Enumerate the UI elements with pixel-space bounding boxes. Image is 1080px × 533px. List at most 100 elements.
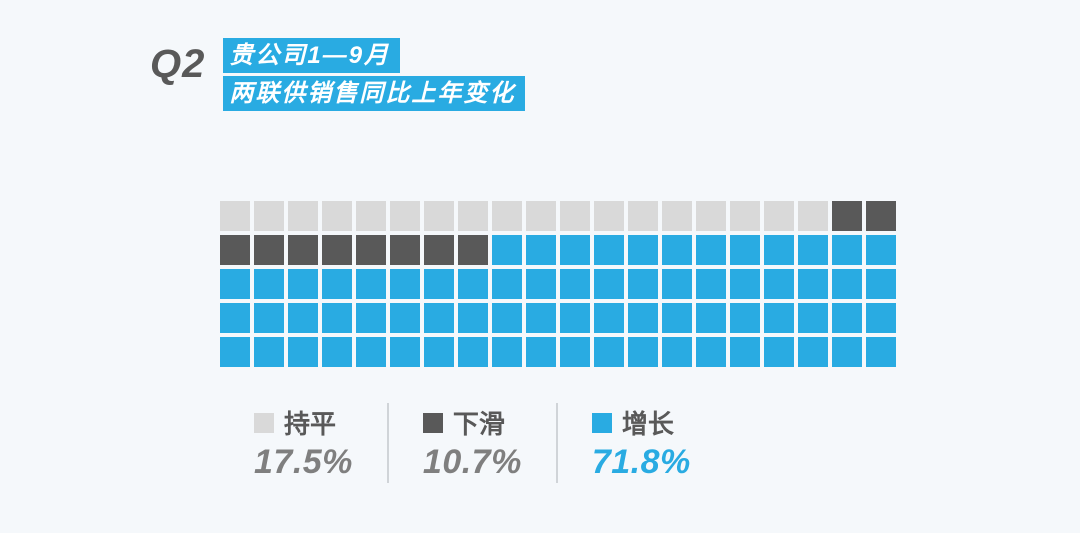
waffle-cell (424, 337, 454, 367)
waffle-cell (696, 303, 726, 333)
waffle-cell (492, 337, 522, 367)
waffle-cell (696, 337, 726, 367)
legend-top: 增长 (592, 404, 691, 441)
waffle-cell (526, 201, 556, 231)
waffle-cell (390, 337, 420, 367)
title-block: 贵公司1—9月 两联供销售同比上年变化 (223, 38, 525, 111)
waffle-cell (832, 201, 862, 231)
waffle-cell (832, 337, 862, 367)
waffle-cell (696, 269, 726, 299)
waffle-cell (390, 235, 420, 265)
title-line-1: 贵公司1—9月 (223, 38, 400, 73)
waffle-cell (424, 303, 454, 333)
waffle-cell (594, 201, 624, 231)
waffle-cell (220, 337, 250, 367)
waffle-cell (662, 337, 692, 367)
waffle-cell (356, 337, 386, 367)
legend-value-growth: 71.8% (592, 443, 691, 482)
waffle-cell (492, 235, 522, 265)
waffle-cell (458, 303, 488, 333)
legend-item-decline: 下滑10.7% (389, 403, 556, 483)
waffle-cell (390, 303, 420, 333)
legend-value-decline: 10.7% (423, 443, 522, 482)
waffle-cell (492, 303, 522, 333)
waffle-cell (424, 201, 454, 231)
waffle-cell (390, 201, 420, 231)
waffle-cell (220, 303, 250, 333)
waffle-cell (628, 337, 658, 367)
waffle-cell (866, 337, 896, 367)
waffle-cell (458, 201, 488, 231)
waffle-cell (628, 269, 658, 299)
waffle-cell (662, 303, 692, 333)
waffle-cell (764, 337, 794, 367)
waffle-cell (288, 303, 318, 333)
waffle-cell (526, 235, 556, 265)
waffle-cell (832, 269, 862, 299)
waffle-cell (662, 269, 692, 299)
waffle-cell (730, 303, 760, 333)
waffle-cell (662, 235, 692, 265)
waffle-cell (832, 303, 862, 333)
waffle-cell (594, 235, 624, 265)
waffle-cell (594, 269, 624, 299)
waffle-cell (594, 303, 624, 333)
waffle-cell (220, 201, 250, 231)
infographic-container: Q2 贵公司1—9月 两联供销售同比上年变化 持平17.5%下滑10.7%增长7… (150, 38, 950, 483)
waffle-cell (866, 269, 896, 299)
waffle-cell (322, 235, 352, 265)
waffle-cell (832, 235, 862, 265)
legend-top: 持平 (254, 404, 353, 441)
waffle-cell (628, 303, 658, 333)
waffle-cell (560, 269, 590, 299)
legend-swatch-decline (423, 413, 443, 433)
waffle-cell (322, 303, 352, 333)
waffle-cell (492, 269, 522, 299)
waffle-cell (254, 201, 284, 231)
waffle-cell (764, 269, 794, 299)
waffle-cell (322, 269, 352, 299)
waffle-cell (254, 235, 284, 265)
waffle-cell (390, 269, 420, 299)
question-number: Q2 (150, 38, 205, 84)
waffle-cell (730, 269, 760, 299)
waffle-cell (458, 235, 488, 265)
legend-label-growth: 增长 (622, 404, 674, 441)
waffle-cell (560, 303, 590, 333)
waffle-cell (254, 269, 284, 299)
waffle-cell (288, 269, 318, 299)
waffle-cell (356, 303, 386, 333)
legend-item-flat: 持平17.5% (220, 403, 387, 483)
waffle-cell (764, 235, 794, 265)
legend-top: 下滑 (423, 404, 522, 441)
legend: 持平17.5%下滑10.7%增长71.8% (220, 403, 950, 483)
waffle-chart (220, 201, 896, 367)
waffle-cell (696, 201, 726, 231)
waffle-cell (628, 235, 658, 265)
waffle-cell (560, 235, 590, 265)
waffle-cell (288, 337, 318, 367)
waffle-cell (322, 337, 352, 367)
waffle-cell (356, 235, 386, 265)
waffle-cell (764, 201, 794, 231)
waffle-cell (628, 201, 658, 231)
waffle-cell (866, 201, 896, 231)
legend-value-flat: 17.5% (254, 443, 353, 482)
waffle-cell (458, 337, 488, 367)
waffle-cell (424, 269, 454, 299)
waffle-cell (798, 201, 828, 231)
legend-label-decline: 下滑 (453, 404, 505, 441)
waffle-cell (662, 201, 692, 231)
waffle-cell (866, 235, 896, 265)
waffle-cell (288, 201, 318, 231)
waffle-cell (594, 337, 624, 367)
legend-swatch-growth (592, 413, 612, 433)
waffle-cell (730, 201, 760, 231)
waffle-cell (356, 269, 386, 299)
legend-item-growth: 增长71.8% (558, 403, 725, 483)
waffle-cell (254, 303, 284, 333)
waffle-cell (696, 235, 726, 265)
legend-label-flat: 持平 (284, 404, 336, 441)
waffle-cell (798, 337, 828, 367)
waffle-cell (254, 337, 284, 367)
